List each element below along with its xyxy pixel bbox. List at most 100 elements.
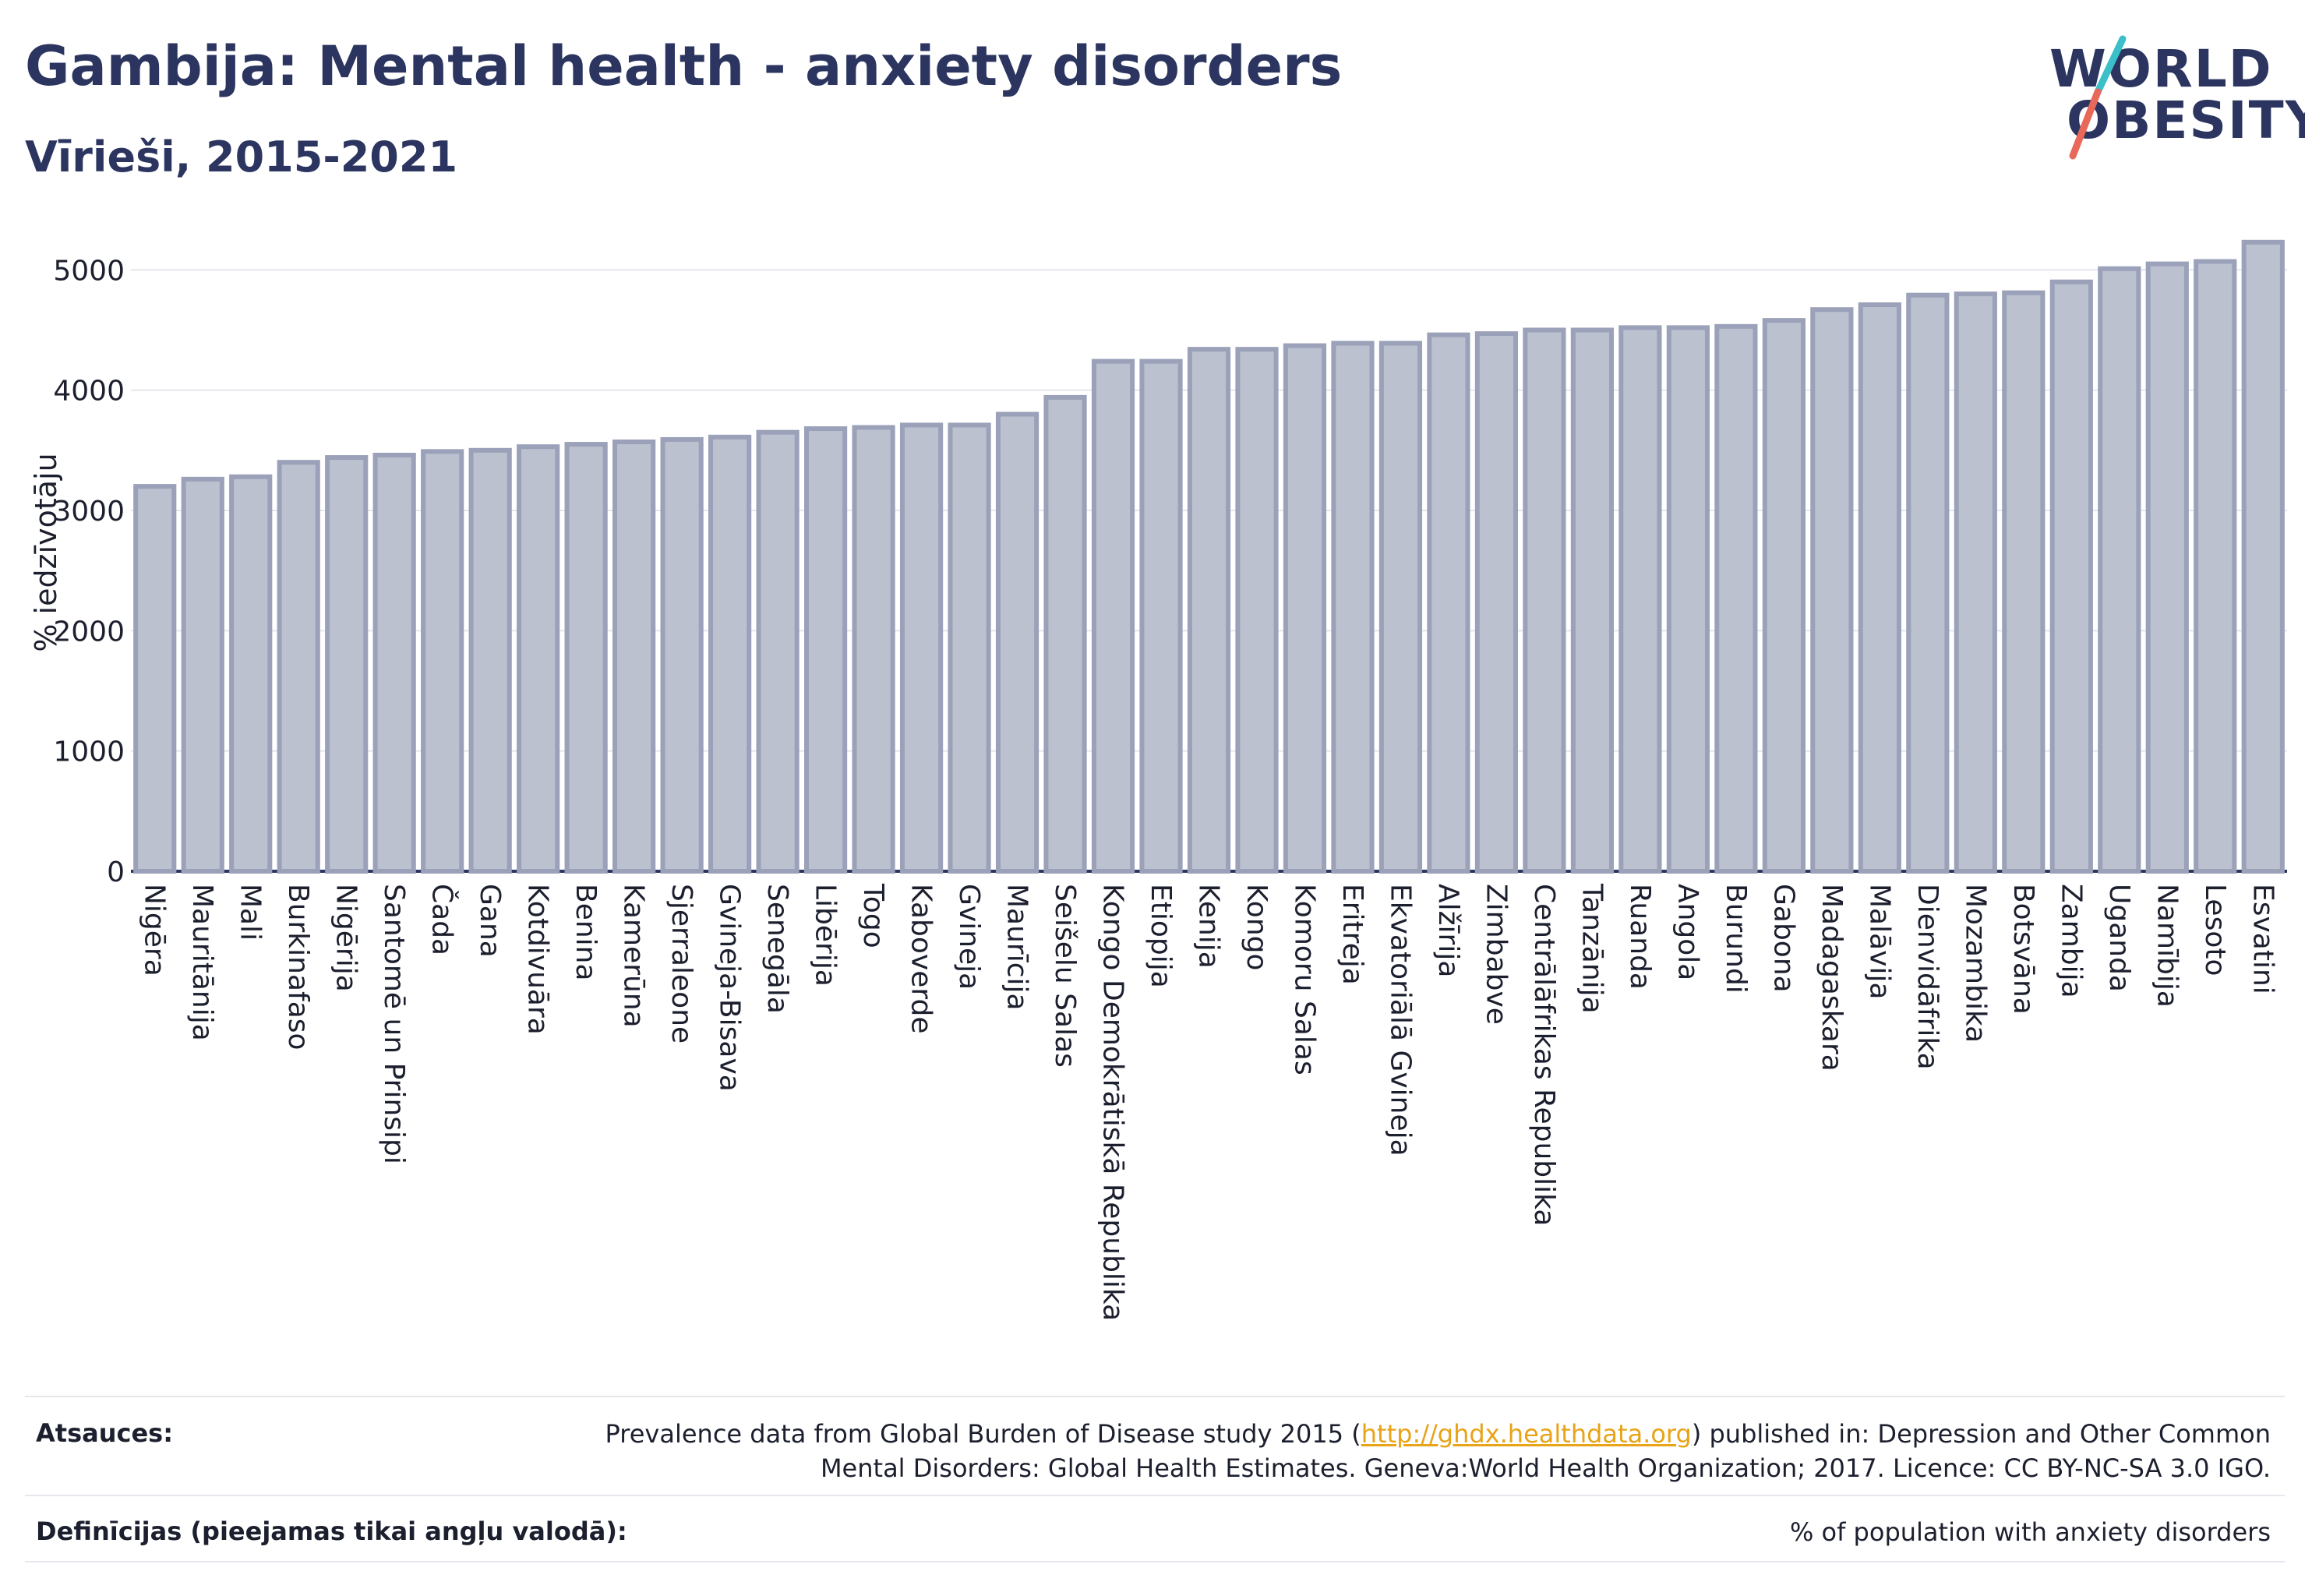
bar (2098, 266, 2141, 874)
bar (995, 411, 1040, 874)
bar (2002, 290, 2046, 874)
bar (1523, 327, 1566, 874)
sources-text: Prevalence data from Global Burden of Di… (605, 1417, 2271, 1485)
bar (1331, 341, 1375, 874)
bar (421, 449, 464, 874)
x-tick-label: Mauritānija (186, 884, 218, 1041)
x-tick-label: Kongo (1241, 884, 1273, 971)
bar (1283, 343, 1327, 874)
x-tick-label: Zambija (2055, 884, 2087, 998)
bar (1474, 331, 1519, 874)
x-tick-label: Gabona (1767, 884, 1799, 993)
logo-text-obesity: OBESITY (2067, 90, 2305, 150)
bar (1427, 332, 1470, 874)
y-tick-label: 1000 (53, 736, 125, 768)
x-tick-label: Santomē un Prinsipi (378, 884, 410, 1164)
x-tick-label: Kotdivuāra (522, 884, 554, 1035)
world-obesity-logo: WORLD OBESITY (2026, 23, 2305, 164)
x-tick-label: Tanzānija (1576, 883, 1608, 1014)
x-tick-label: Ruanda (1624, 884, 1656, 990)
y-tick-label: 2000 (53, 616, 125, 648)
y-axis-label: % iedzīvotāju (29, 453, 63, 651)
x-tick-label: Čada (426, 884, 459, 955)
definitions-text: % of population with anxiety disorders (1789, 1517, 2271, 1547)
bar (325, 455, 369, 874)
bar (612, 440, 656, 874)
x-tick-label: Esvatini (2247, 884, 2279, 994)
sources-text-part3: Mental Disorders: Global Health Estimate… (820, 1453, 2271, 1483)
bar (708, 434, 752, 874)
x-tick-label: Angola (1671, 884, 1703, 980)
sources-link[interactable]: http://ghdx.healthdata.org (1361, 1419, 1692, 1449)
x-tick-label: Alžīrija (1432, 884, 1464, 977)
y-axis-ticks: 0 1000 2000 3000 4000 5000 (53, 255, 125, 888)
x-tick-label: Senegāla (761, 884, 793, 1014)
bar (1618, 325, 1662, 874)
footer-divider-mid (25, 1495, 2285, 1496)
x-tick-label: Burundi (1720, 884, 1752, 994)
bar (660, 436, 704, 874)
x-tick-label: Kamerūna (618, 884, 650, 1028)
x-tick-label: Gana (474, 884, 506, 958)
bar (1714, 323, 1758, 874)
bar (948, 422, 991, 874)
bar (1954, 291, 1997, 874)
x-tick-label: Dienvidāfrika (1911, 884, 1943, 1070)
y-tick-label: 0 (107, 856, 125, 888)
x-tick-label: Libērija (810, 884, 842, 987)
bar (1666, 325, 1710, 874)
x-tick-label: Ekvatoriālā Gvineja (1384, 884, 1416, 1156)
bar (517, 444, 560, 874)
definitions-label: Definīcijas (pieejamas tikai angļu valod… (36, 1517, 627, 1546)
chart-subtitle: Vīrieši, 2015-2021 (25, 132, 458, 182)
x-tick-label: Madagaskara (1816, 884, 1848, 1072)
bar (564, 442, 608, 874)
x-tick-label: Lesoto (2199, 884, 2231, 976)
x-tick-label: Sjerraleone (665, 884, 697, 1043)
x-tick-label: Kongo Demokrātiskā Republika (1097, 884, 1129, 1321)
x-tick-label: Seišelu Salas (1049, 884, 1081, 1068)
bar (372, 452, 416, 874)
bar (468, 447, 512, 874)
x-tick-label: Etiopija (1145, 884, 1177, 988)
x-tick-label: Mali (235, 884, 267, 941)
x-tick-label: Botsvāna (2007, 884, 2039, 1015)
x-axis-ticks: Nigēra Mauritānija Mali Burkinafaso Nigērija… (139, 883, 2279, 1321)
bar (1762, 318, 1806, 874)
logo-text-world: WORLD (2049, 39, 2273, 99)
bar (2145, 261, 2189, 874)
x-tick-label: Eritreja (1336, 884, 1368, 985)
x-tick-label: Maurīcija (1001, 884, 1033, 1011)
x-tick-label: Komoru Salas (1288, 884, 1320, 1075)
x-tick-label: Togo (857, 883, 889, 948)
bar (2049, 279, 2093, 874)
x-tick-label: Zimbabve (1480, 884, 1512, 1025)
sources-text-part1: Prevalence data from Global Burden of Di… (605, 1419, 1361, 1449)
x-tick-label: Kenija (1193, 884, 1225, 969)
footer-divider-top (25, 1396, 2285, 1397)
bar (756, 429, 800, 874)
x-tick-label: Benina (570, 884, 602, 981)
sources-label: Atsauces: (36, 1418, 173, 1448)
y-tick-label: 3000 (53, 496, 125, 528)
bar (1570, 327, 1615, 874)
bar (1091, 358, 1135, 874)
bar (1378, 341, 1423, 874)
footer-divider-bottom (25, 1561, 2285, 1562)
x-tick-label: Burkinafaso (282, 884, 314, 1050)
x-tick-label: Gvineja (953, 884, 985, 990)
bar (1858, 302, 1901, 874)
bar (181, 476, 224, 874)
bar (133, 484, 177, 874)
x-tick-label: Centrālāfrikas Republika (1528, 884, 1560, 1226)
bar (1139, 358, 1183, 874)
bar (1187, 347, 1231, 874)
bar (1235, 347, 1279, 874)
logo-slash-icon (2069, 35, 2127, 160)
x-tick-label: Kaboverde (905, 884, 937, 1034)
bar (1043, 394, 1087, 874)
bar (899, 422, 944, 874)
x-tick-label: Malāvija (1863, 884, 1895, 1000)
x-tick-label: Uganda (2103, 884, 2135, 992)
bar (803, 426, 848, 874)
